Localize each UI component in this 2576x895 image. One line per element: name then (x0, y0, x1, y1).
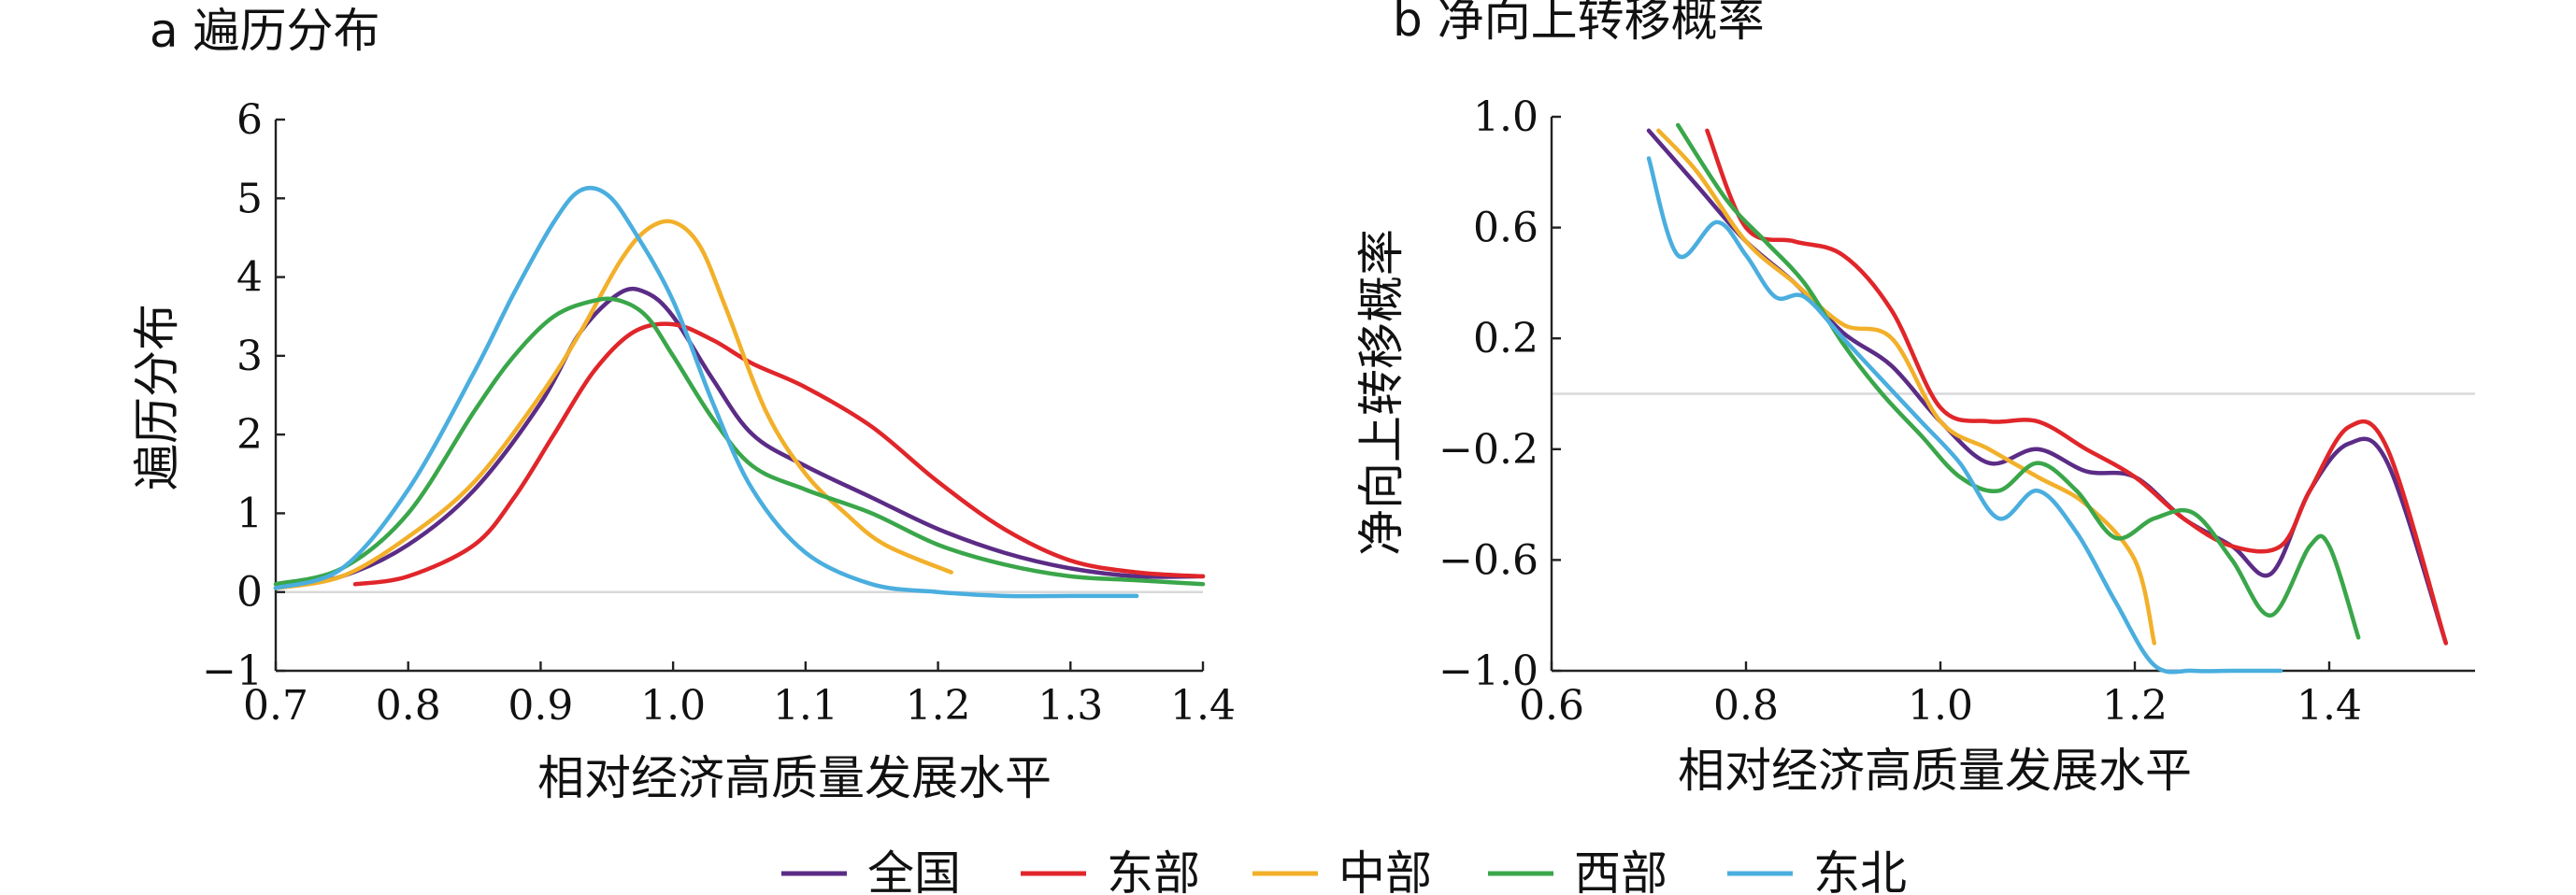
legend-label: 中部 (1338, 846, 1432, 895)
panel-a-axes (274, 120, 1203, 673)
series-line-0 (1646, 128, 2449, 646)
series-line-4 (1646, 156, 2283, 675)
series-line-3 (273, 296, 1206, 587)
legend-item-3: 西部 (1488, 846, 1667, 895)
panel-b-y-ticks: −1.0 −0.6 −0.2 0.2 0.6 1.0 (1438, 93, 1561, 695)
y-tick-label: 1.0 (1473, 93, 1538, 141)
x-tick-label: 1.4 (1170, 682, 1236, 730)
panel-a-x-ticks: 0.7 0.8 0.9 1.0 1.1 1.2 1.3 1.4 (243, 661, 1236, 730)
x-tick-label: 1.0 (1908, 682, 1973, 730)
y-tick-label: −1 (202, 647, 263, 695)
panel-a-y-axis-label: 遍历分布 (130, 304, 184, 490)
y-tick-label: 3 (236, 333, 263, 380)
x-tick-label: 1.2 (906, 682, 971, 730)
y-tick-label: −0.6 (1438, 536, 1538, 584)
legend-item-1: 东部 (1021, 846, 1200, 895)
y-tick-label: 0.6 (1473, 205, 1538, 252)
y-tick-label: 6 (236, 96, 263, 144)
panel-a-y-ticks: −1 0 1 2 3 4 5 6 (202, 96, 285, 695)
x-tick-label: 1.0 (640, 682, 706, 730)
x-tick-label: 0.8 (1713, 682, 1779, 730)
y-tick-label: 1 (236, 490, 263, 537)
x-tick-label: 0.7 (243, 682, 308, 730)
y-tick-label: 0 (236, 569, 263, 617)
legend-label: 全国 (867, 846, 961, 895)
x-tick-label: 0.8 (376, 682, 441, 730)
legend-item-0: 全国 (781, 846, 961, 895)
series-line-4 (273, 185, 1139, 599)
panel-b: b 净向上转移概率 净向上转移概率 相对经济高质量发展水平 0.6 0.8 1.0 1… (1354, 0, 2475, 798)
series-line-2 (273, 219, 953, 590)
panel-b-x-ticks: 0.6 0.8 1.0 1.2 1.4 (1519, 661, 2362, 730)
series-line-1 (352, 321, 1206, 587)
y-tick-label: −1.0 (1438, 647, 1538, 695)
panel-b-axes (1550, 117, 2475, 673)
legend: 全国 东部 中部 西部 东北 (781, 846, 1907, 895)
y-tick-label: −0.2 (1438, 426, 1538, 474)
x-tick-label: 1.4 (2297, 682, 2362, 730)
y-tick-label: 4 (236, 254, 263, 302)
legend-item-2: 中部 (1252, 846, 1432, 895)
x-tick-label: 0.9 (508, 682, 573, 730)
y-tick-label: 2 (236, 411, 263, 459)
panel-b-y-axis-label: 净向上转移概率 (1354, 229, 1409, 556)
panel-a-series (273, 185, 1206, 599)
series-line-2 (1656, 128, 2157, 646)
x-tick-label: 1.3 (1038, 682, 1103, 730)
panel-a-x-axis-label: 相对经济高质量发展水平 (537, 751, 1052, 805)
legend-item-4: 东北 (1727, 846, 1907, 895)
series-line-3 (1675, 122, 2361, 640)
legend-label: 东部 (1107, 846, 1200, 895)
x-tick-label: 1.2 (2102, 682, 2168, 730)
x-tick-label: 1.1 (773, 682, 838, 730)
x-tick-label: 0.6 (1519, 682, 1584, 730)
panel-b-title: b 净向上转移概率 (1393, 0, 1765, 47)
y-tick-label: 5 (236, 175, 263, 222)
series-line-1 (1705, 128, 2449, 646)
y-tick-label: 0.2 (1473, 315, 1538, 362)
series-line-0 (273, 286, 1206, 590)
panel-b-x-axis-label: 相对经济高质量发展水平 (1678, 744, 2192, 798)
legend-label: 西部 (1574, 846, 1667, 895)
panel-a-title: a 遍历分布 (150, 4, 380, 58)
panel-a: a 遍历分布 遍历分布 相对经济高质量发展水平 0.7 0.8 0.9 1.0 1.1 1… (130, 4, 1236, 805)
panel-b-series (1646, 122, 2449, 675)
legend-label: 东北 (1813, 846, 1907, 895)
